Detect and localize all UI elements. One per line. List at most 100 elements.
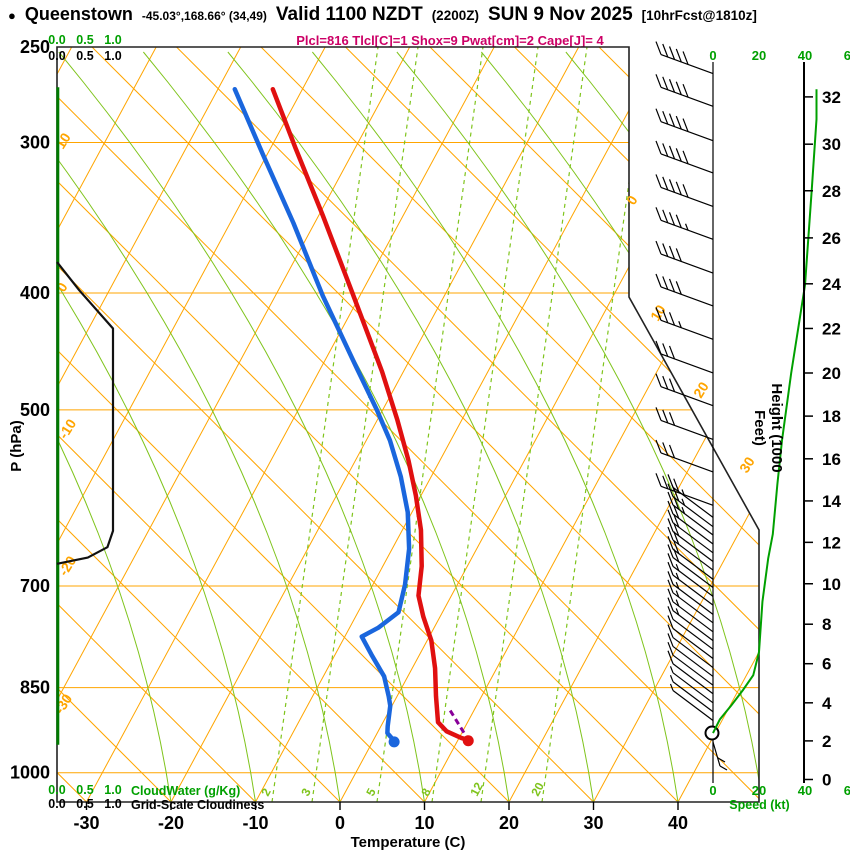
- moist-adiabat-line: [819, 52, 850, 802]
- isotherm-line: [677, 47, 759, 802]
- chart-title: ● Queenstown -45.03°,168.66° (34,49) Val…: [8, 4, 848, 26]
- pressure-axis-title: P (hPa): [8, 420, 25, 472]
- height-tick-label: 8: [822, 615, 831, 634]
- isotherm-label: -30: [51, 691, 75, 717]
- moist-adiabat-line: [480, 51, 759, 802]
- cloudiness-scale-label: 0.5: [76, 797, 93, 811]
- dry-adiabat-line: [260, 47, 759, 802]
- temperature-tick-label: -10: [242, 813, 268, 833]
- moist-adiabat-line: [227, 51, 594, 802]
- temperature-tick-label: -20: [158, 813, 184, 833]
- pressure-tick-label: 300: [20, 132, 50, 152]
- station-coordinates: -45.03°,168.66° (34,49): [141, 9, 267, 23]
- surface-temperature-dot: [462, 735, 474, 747]
- pressure-tick-label: 500: [20, 400, 50, 420]
- pressure-tick-label: 1000: [10, 763, 50, 783]
- isotherm-line: [57, 47, 411, 802]
- height-tick-label: 4: [822, 694, 832, 713]
- surface-dewpoint-dot: [388, 736, 400, 748]
- mixing-ratio-label: 3: [298, 786, 314, 799]
- speed-tick-label: 40: [798, 48, 812, 63]
- isotherm-line: [255, 47, 664, 802]
- parcel-lcl-path: [448, 709, 469, 739]
- dry-adiabat-line: [57, 47, 679, 802]
- temperature-tick-label: 20: [499, 813, 519, 833]
- dry-adiabat-line: [598, 47, 759, 802]
- cloudwater-legend: CloudWater (g/Kg): [131, 784, 241, 798]
- station-name: Queenstown: [24, 4, 133, 24]
- mixing-ratio-label: 8: [418, 786, 434, 799]
- speed-tick-label: 20: [752, 783, 766, 798]
- speed-axis-title: Speed (kt): [729, 798, 790, 812]
- dry-adiabat-line: [57, 47, 256, 802]
- cloudwater-scale-label: 0.5: [76, 783, 93, 797]
- speed-tick-label: 0: [709, 783, 716, 798]
- cloudwater-scale-label: 0.5: [76, 33, 93, 47]
- temperature-curve: [270, 86, 471, 743]
- wind-speed-profile: [712, 89, 818, 734]
- isotherm-line: [86, 47, 495, 802]
- pressure-tick-label: 400: [20, 283, 50, 303]
- stability-parameters: Plcl=816 Tlcl[C]=1 Shox=9 Pwat[cm]=2 Cap…: [296, 33, 604, 48]
- mixing-ratio-label: 12: [467, 780, 486, 799]
- height-tick-label: 18: [822, 407, 841, 426]
- moist-adiabat-line: [142, 51, 510, 802]
- temperature-tick-label: 0: [335, 813, 345, 833]
- temperature-tick-label: 10: [414, 813, 434, 833]
- moist-adiabat-line: [57, 51, 341, 802]
- height-tick-label: 26: [822, 229, 841, 248]
- dry-adiabat-line: [429, 47, 759, 802]
- mixing-ratio-line: [541, 47, 649, 802]
- height-tick-label: 0: [822, 770, 831, 789]
- dry-adiabat-line: [57, 47, 425, 802]
- temperature-tick-label: 30: [583, 813, 603, 833]
- temperature-axis-title: Temperature (C): [350, 834, 466, 851]
- mixing-ratio-line: [271, 47, 379, 802]
- mixing-ratio-line: [431, 47, 539, 802]
- cloudiness-profile: [56, 261, 115, 565]
- height-tick-label: 30: [822, 135, 841, 154]
- mixing-ratio-line: [480, 47, 588, 802]
- height-tick-label: 32: [822, 88, 841, 107]
- height-tick-label: 16: [822, 450, 841, 469]
- dry-adiabat-line: [176, 47, 759, 802]
- mixing-ratio-line: [376, 47, 484, 802]
- background-grid: [57, 47, 850, 802]
- pressure-tick-label: 850: [20, 678, 50, 698]
- speed-tick-label: 20: [752, 48, 766, 63]
- cloudiness-scale-label: 1.0: [104, 797, 121, 811]
- valid-time: Valid 1100 NZDT: [275, 4, 423, 25]
- height-tick-label: 28: [822, 182, 841, 201]
- height-tick-label: 6: [822, 655, 831, 674]
- height-tick-label: 24: [822, 275, 841, 294]
- moist-adiabat-line: [57, 51, 172, 802]
- isotherm-line: [424, 47, 759, 802]
- isotherm-line: [57, 47, 157, 802]
- cloudwater-scale-label: 0.0: [48, 783, 65, 797]
- isotherm-label: 10: [52, 130, 74, 152]
- isotherm-label: 30: [736, 454, 758, 476]
- height-tick-label: 10: [822, 575, 841, 594]
- station-bullet-icon: ●: [8, 8, 16, 23]
- forecast-lead: [10hrFcst@1810z]: [641, 8, 757, 23]
- isotherm-line: [593, 47, 759, 802]
- pressure-tick-label: 250: [20, 37, 50, 57]
- cloudiness-scale-label: 0.5: [76, 49, 93, 63]
- height-tick-label: 12: [822, 533, 841, 552]
- speed-tick-label: 60: [844, 783, 850, 798]
- moist-adiabat-line: [396, 51, 759, 802]
- wind-barb-column: [655, 41, 728, 783]
- isotherm-line: [170, 47, 580, 802]
- mixing-ratio-label: 20: [528, 780, 547, 799]
- dewpoint-curve: [232, 86, 412, 744]
- plot-frame: [56, 46, 760, 803]
- isotherm-line: [57, 47, 326, 802]
- cloudwater-scale-label: 0.0: [48, 33, 65, 47]
- moist-adiabat-line: [311, 51, 679, 802]
- cloudiness-scale-label: 0.0: [48, 797, 65, 811]
- mixing-ratio-label: 2: [258, 786, 274, 799]
- height-tick-label: 2: [822, 732, 831, 751]
- mixing-ratio-line: [311, 47, 419, 802]
